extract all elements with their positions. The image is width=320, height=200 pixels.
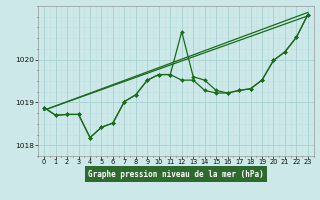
X-axis label: Graphe pression niveau de la mer (hPa): Graphe pression niveau de la mer (hPa) (88, 170, 264, 179)
